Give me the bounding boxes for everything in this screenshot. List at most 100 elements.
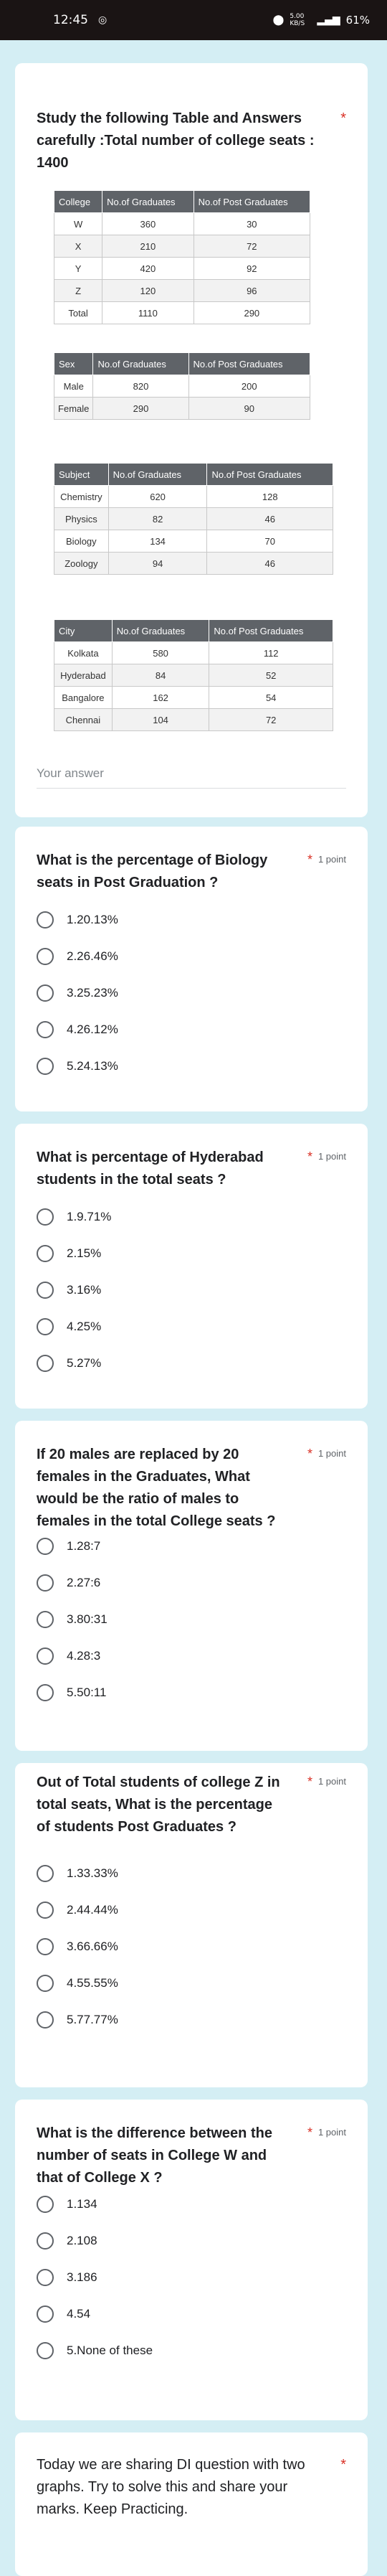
table-row: Female 290 90: [53, 397, 311, 420]
radio-option[interactable]: 1.20.13%: [37, 911, 118, 929]
table-cell: 84: [111, 664, 210, 687]
radio-option[interactable]: 5.77.77%: [37, 2011, 118, 2029]
radio-circle-icon[interactable]: [37, 948, 54, 965]
table-header-row: College No.of Graduates No.of Post Graduat…: [53, 190, 311, 213]
radio-circle-icon[interactable]: [37, 2196, 54, 2213]
radio-option[interactable]: 4.26.12%: [37, 1021, 118, 1038]
option-label: 2.15%: [67, 1246, 102, 1260]
points-label: * 1 point: [307, 1447, 346, 1461]
table-row: Biology 134 70: [54, 530, 333, 553]
answer-input[interactable]: Your answer: [37, 766, 346, 789]
table-cell: Physics: [54, 507, 109, 530]
table-header-cell: No.of Post Graduates: [193, 190, 311, 213]
radio-option[interactable]: 1.9.71%: [37, 1208, 111, 1226]
table-row: Z 120 96: [53, 279, 311, 302]
radio-option[interactable]: 2.15%: [37, 1245, 101, 1262]
radio-option[interactable]: 2.27:6: [37, 1574, 100, 1592]
signal-icon: ▂▄▆: [317, 14, 340, 26]
radio-option[interactable]: 5.50:11: [37, 1684, 106, 1701]
table-cell: X: [53, 235, 103, 258]
option-label: 2.44.44%: [67, 1903, 118, 1917]
radio-circle-icon[interactable]: [37, 1938, 54, 1955]
option-label: 2.26.46%: [67, 949, 118, 963]
table-cell: 820: [92, 375, 189, 398]
question-card-college-z: Out of Total students of college Z in to…: [15, 1763, 368, 2087]
radio-circle-icon[interactable]: [37, 1282, 54, 1299]
option-label: 3.186: [67, 2270, 97, 2284]
radio-circle-icon[interactable]: [37, 2232, 54, 2250]
points-label: * 1 point: [307, 1774, 346, 1789]
radio-option[interactable]: 2.26.46%: [37, 948, 118, 965]
radio-option[interactable]: 5.24.13%: [37, 1058, 118, 1075]
radio-option[interactable]: 1.33.33%: [37, 1865, 118, 1882]
radio-circle-icon[interactable]: [37, 2305, 54, 2323]
radio-option[interactable]: 4.55.55%: [37, 1975, 118, 1992]
radio-circle-icon[interactable]: [37, 1611, 54, 1628]
radio-option[interactable]: 5.27%: [37, 1355, 101, 1372]
radio-circle-icon[interactable]: [37, 1684, 54, 1701]
radio-circle-icon[interactable]: [37, 2342, 54, 2359]
table-header-cell: Subject: [54, 463, 109, 486]
table-city: City No.of Graduates No.of Post Graduates K…: [54, 619, 333, 731]
radio-option[interactable]: 3.66.66%: [37, 1938, 118, 1955]
radio-option[interactable]: 1.134: [37, 2196, 97, 2213]
radio-option[interactable]: 3.186: [37, 2269, 97, 2286]
radio-circle-icon[interactable]: [37, 1021, 54, 1038]
status-bar: 12:45 ◎ ⬤ 5.00 KB/S ▂▄▆ 61%: [0, 0, 387, 40]
radio-circle-icon[interactable]: [37, 2011, 54, 2029]
table-subject: Subject No.of Graduates No.of Post Graduat…: [54, 463, 333, 575]
table-cell: Female: [53, 397, 94, 420]
option-label: 5.None of these: [67, 2344, 153, 2357]
radio-circle-icon[interactable]: [37, 1975, 54, 1992]
option-label: 1.134: [67, 2197, 97, 2211]
radio-circle-icon[interactable]: [37, 1574, 54, 1592]
radio-option[interactable]: 3.80:31: [37, 1611, 108, 1628]
option-label: 5.27%: [67, 1356, 102, 1370]
radio-circle-icon[interactable]: [37, 1318, 54, 1335]
option-label: 1.9.71%: [67, 1210, 112, 1223]
table-row: Bangalore 162 54: [54, 686, 333, 709]
radio-option[interactable]: 4.54: [37, 2305, 90, 2323]
table-cell: 128: [206, 485, 333, 508]
required-star: *: [340, 2457, 346, 2473]
radio-circle-icon[interactable]: [37, 1208, 54, 1226]
table-row: Chennai 104 72: [54, 708, 333, 731]
table-cell: 120: [102, 279, 194, 302]
table-cell: 72: [193, 235, 311, 258]
option-label: 4.54: [67, 2307, 91, 2321]
table-cell: 580: [111, 641, 210, 664]
radio-circle-icon[interactable]: [37, 1245, 54, 1262]
radio-circle-icon[interactable]: [37, 1902, 54, 1919]
question-title: What is the difference between the numbe…: [37, 2125, 272, 2186]
radio-circle-icon[interactable]: [37, 1538, 54, 1555]
radio-circle-icon[interactable]: [37, 1355, 54, 1372]
radio-option[interactable]: 1.28:7: [37, 1538, 100, 1555]
table-cell: 112: [209, 641, 333, 664]
question-card-difference: What is the difference between the numbe…: [15, 2100, 368, 2420]
table-cell: Bangalore: [54, 686, 113, 709]
table-header-cell: No.of Graduates: [92, 352, 189, 375]
table-cell: 620: [108, 485, 208, 508]
radio-option[interactable]: 3.16%: [37, 1282, 101, 1299]
radio-circle-icon[interactable]: [37, 984, 54, 1002]
radio-circle-icon[interactable]: [37, 1058, 54, 1075]
radio-option[interactable]: 3.25.23%: [37, 984, 118, 1002]
radio-option[interactable]: 5.None of these: [37, 2342, 153, 2359]
radio-circle-icon[interactable]: [37, 911, 54, 929]
radio-circle-icon[interactable]: [37, 1865, 54, 1882]
radio-option[interactable]: 4.25%: [37, 1318, 101, 1335]
table-header-row: Sex No.of Graduates No.of Post Graduates: [53, 352, 311, 375]
radio-option[interactable]: 2.44.44%: [37, 1902, 118, 1919]
table-cell: 94: [108, 552, 208, 575]
radio-circle-icon[interactable]: [37, 1647, 54, 1665]
table-cell: 420: [102, 257, 194, 280]
table-cell: 46: [206, 552, 333, 575]
radio-option[interactable]: 2.108: [37, 2232, 97, 2250]
table-cell: Chennai: [54, 708, 113, 731]
instagram-icon: ◎: [98, 14, 108, 26]
radio-circle-icon[interactable]: [37, 2269, 54, 2286]
radio-option[interactable]: 4.28:3: [37, 1647, 100, 1665]
option-label: 4.55.55%: [67, 1976, 118, 1990]
table-cell: 90: [188, 397, 311, 420]
table-row: Kolkata 580 112: [54, 641, 333, 664]
